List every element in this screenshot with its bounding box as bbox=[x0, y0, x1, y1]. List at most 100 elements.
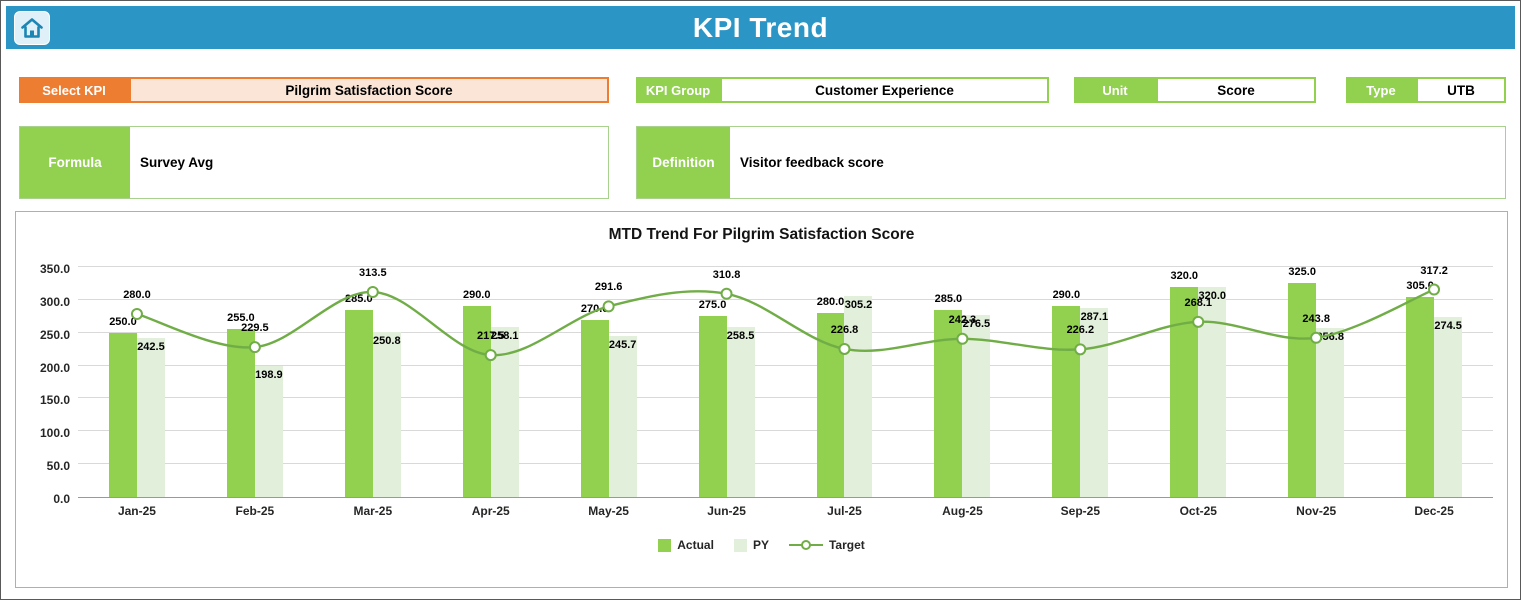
legend-label: Target bbox=[828, 538, 865, 552]
home-icon bbox=[21, 18, 43, 38]
py-bar bbox=[372, 332, 401, 497]
kpi-group-value: Customer Experience bbox=[720, 77, 1049, 103]
py-value-label: 256.8 bbox=[1316, 331, 1344, 344]
py-legend-swatch bbox=[733, 538, 747, 552]
bar-groups: 250.0 242.5 280.0 255.0 198.9 229.5 285.0 250.8… bbox=[78, 265, 1493, 497]
month-group: 325.0 256.8 243.8 bbox=[1257, 266, 1375, 497]
x-axis-label: Jun-25 bbox=[707, 504, 746, 518]
x-axis-label: Aug-25 bbox=[942, 504, 983, 518]
py-bar bbox=[1434, 316, 1463, 497]
y-axis-label: 0.0 bbox=[53, 492, 70, 506]
py-value-label: 305.2 bbox=[844, 299, 873, 312]
x-axis-label: Oct-25 bbox=[1179, 504, 1217, 518]
header-bar: KPI Trend bbox=[6, 6, 1515, 49]
py-value-label: 250.8 bbox=[373, 335, 401, 348]
y-axis: 0.0 50.0 100.0 150.0 200.0 250.0 300.0 350.0 bbox=[22, 262, 78, 506]
month-group: 255.0 198.9 229.5 bbox=[196, 268, 314, 497]
chart-legend: Actual PY Target bbox=[16, 538, 1507, 552]
kpi-group-field: KPI Group Customer Experience bbox=[636, 77, 1049, 103]
py-value-label: 198.9 bbox=[255, 369, 283, 382]
target-value-label: 291.6 bbox=[594, 281, 623, 294]
target-value-label: 313.5 bbox=[359, 267, 387, 279]
actual-value-label: 305.0 bbox=[1406, 279, 1434, 292]
month-group: 290.0 287.1 226.2 bbox=[1021, 268, 1139, 497]
actual-bar bbox=[816, 313, 845, 497]
x-axis-label: Sep-25 bbox=[1060, 504, 1101, 518]
select-kpi-value[interactable]: Pilgrim Satisfaction Score bbox=[129, 77, 609, 103]
actual-bar bbox=[698, 316, 727, 497]
month-group: 275.0 258.5 310.8 bbox=[668, 268, 786, 497]
page-title: KPI Trend bbox=[692, 11, 829, 43]
plot-row: 0.0 50.0 100.0 150.0 200.0 250.0 300.0 350.0 25… bbox=[22, 262, 1493, 506]
gridline bbox=[78, 266, 1493, 267]
actual-value-label: 325.0 bbox=[1288, 266, 1316, 279]
gridline bbox=[78, 364, 1493, 366]
formula-box: Formula Survey Avg bbox=[19, 126, 609, 199]
actual-bar bbox=[108, 332, 137, 497]
gridline bbox=[78, 430, 1493, 432]
py-value-label: 245.7 bbox=[608, 338, 637, 351]
gridline bbox=[78, 463, 1493, 465]
month-group: 270.0 245.7 291.6 bbox=[550, 268, 668, 497]
type-field: Type UTB bbox=[1346, 77, 1506, 103]
legend-label: Actual bbox=[677, 538, 714, 552]
actual-value-label: 250.0 bbox=[109, 315, 137, 328]
type-label: Type bbox=[1346, 77, 1416, 103]
month-group: 305.0 274.5 317.2 bbox=[1375, 265, 1493, 497]
y-axis-label: 50.0 bbox=[46, 459, 70, 474]
x-axis-label: Apr-25 bbox=[471, 504, 510, 518]
y-axis-label: 300.0 bbox=[39, 294, 70, 309]
y-axis-label: 250.0 bbox=[39, 327, 70, 342]
x-axis-label: Jan-25 bbox=[117, 504, 156, 518]
legend-item-py: PY bbox=[733, 538, 769, 552]
actual-bar bbox=[1170, 286, 1199, 497]
target-value-label: 243.8 bbox=[1302, 312, 1330, 325]
target-value-label: 226.2 bbox=[1066, 324, 1095, 337]
month-group: 320.0 320.0 268.1 bbox=[1139, 268, 1257, 497]
unit-label: Unit bbox=[1074, 77, 1156, 103]
actual-value-label: 285.0 bbox=[934, 292, 963, 305]
x-axis-label: Jul-25 bbox=[827, 504, 862, 518]
target-value-label: 229.5 bbox=[241, 322, 269, 335]
target-value-label: 217.5 bbox=[476, 330, 505, 343]
target-value-label: 310.8 bbox=[712, 268, 741, 281]
formula-value: Survey Avg bbox=[140, 155, 214, 170]
actual-legend-swatch bbox=[658, 538, 672, 552]
py-bar bbox=[254, 366, 283, 497]
actual-bar bbox=[226, 329, 255, 497]
y-axis-label: 200.0 bbox=[39, 360, 70, 375]
legend-label: PY bbox=[752, 538, 769, 552]
py-bar bbox=[490, 327, 519, 497]
x-axis-label: Nov-25 bbox=[1296, 504, 1337, 518]
py-value-label: 287.1 bbox=[1080, 311, 1109, 324]
actual-value-label: 270.0 bbox=[580, 302, 609, 315]
legend-item-target: Target bbox=[788, 538, 865, 552]
month-group: 250.0 242.5 280.0 bbox=[78, 268, 196, 497]
month-group: 285.0 250.8 313.5 bbox=[314, 267, 432, 497]
kpi-group-label: KPI Group bbox=[636, 77, 720, 103]
actual-value-label: 320.0 bbox=[1170, 269, 1199, 282]
x-axis-label: Mar-25 bbox=[353, 504, 393, 518]
py-bar bbox=[1316, 328, 1345, 497]
legend-item-actual: Actual bbox=[658, 538, 714, 552]
home-button[interactable] bbox=[14, 11, 50, 45]
type-value: UTB bbox=[1416, 77, 1506, 103]
definition-value: Visitor feedback score bbox=[740, 155, 884, 170]
actual-value-label: 290.0 bbox=[462, 289, 491, 302]
x-axis: Jan-25 Feb-25 Mar-25 Apr-25 May-25 Jun-25 Jul-… bbox=[78, 498, 1493, 524]
chart-panel: MTD Trend For Pilgrim Satisfaction Score… bbox=[15, 211, 1508, 588]
gridline bbox=[78, 397, 1493, 399]
unit-field: Unit Score bbox=[1074, 77, 1316, 103]
month-group: 285.0 276.5 242.3 bbox=[903, 268, 1021, 497]
x-axis-label: Feb-25 bbox=[235, 504, 275, 518]
y-axis-label: 100.0 bbox=[39, 426, 70, 441]
select-kpi-label: Select KPI bbox=[19, 77, 129, 103]
chart-title: MTD Trend For Pilgrim Satisfaction Score bbox=[608, 226, 915, 243]
x-axis-label: Dec-25 bbox=[1414, 504, 1454, 518]
actual-value-label: 275.0 bbox=[698, 299, 727, 312]
py-bar bbox=[136, 337, 165, 497]
kpi-selector: Select KPI Pilgrim Satisfaction Score bbox=[19, 77, 609, 103]
py-bar bbox=[962, 315, 991, 497]
actual-value-label: 290.0 bbox=[1052, 289, 1081, 302]
